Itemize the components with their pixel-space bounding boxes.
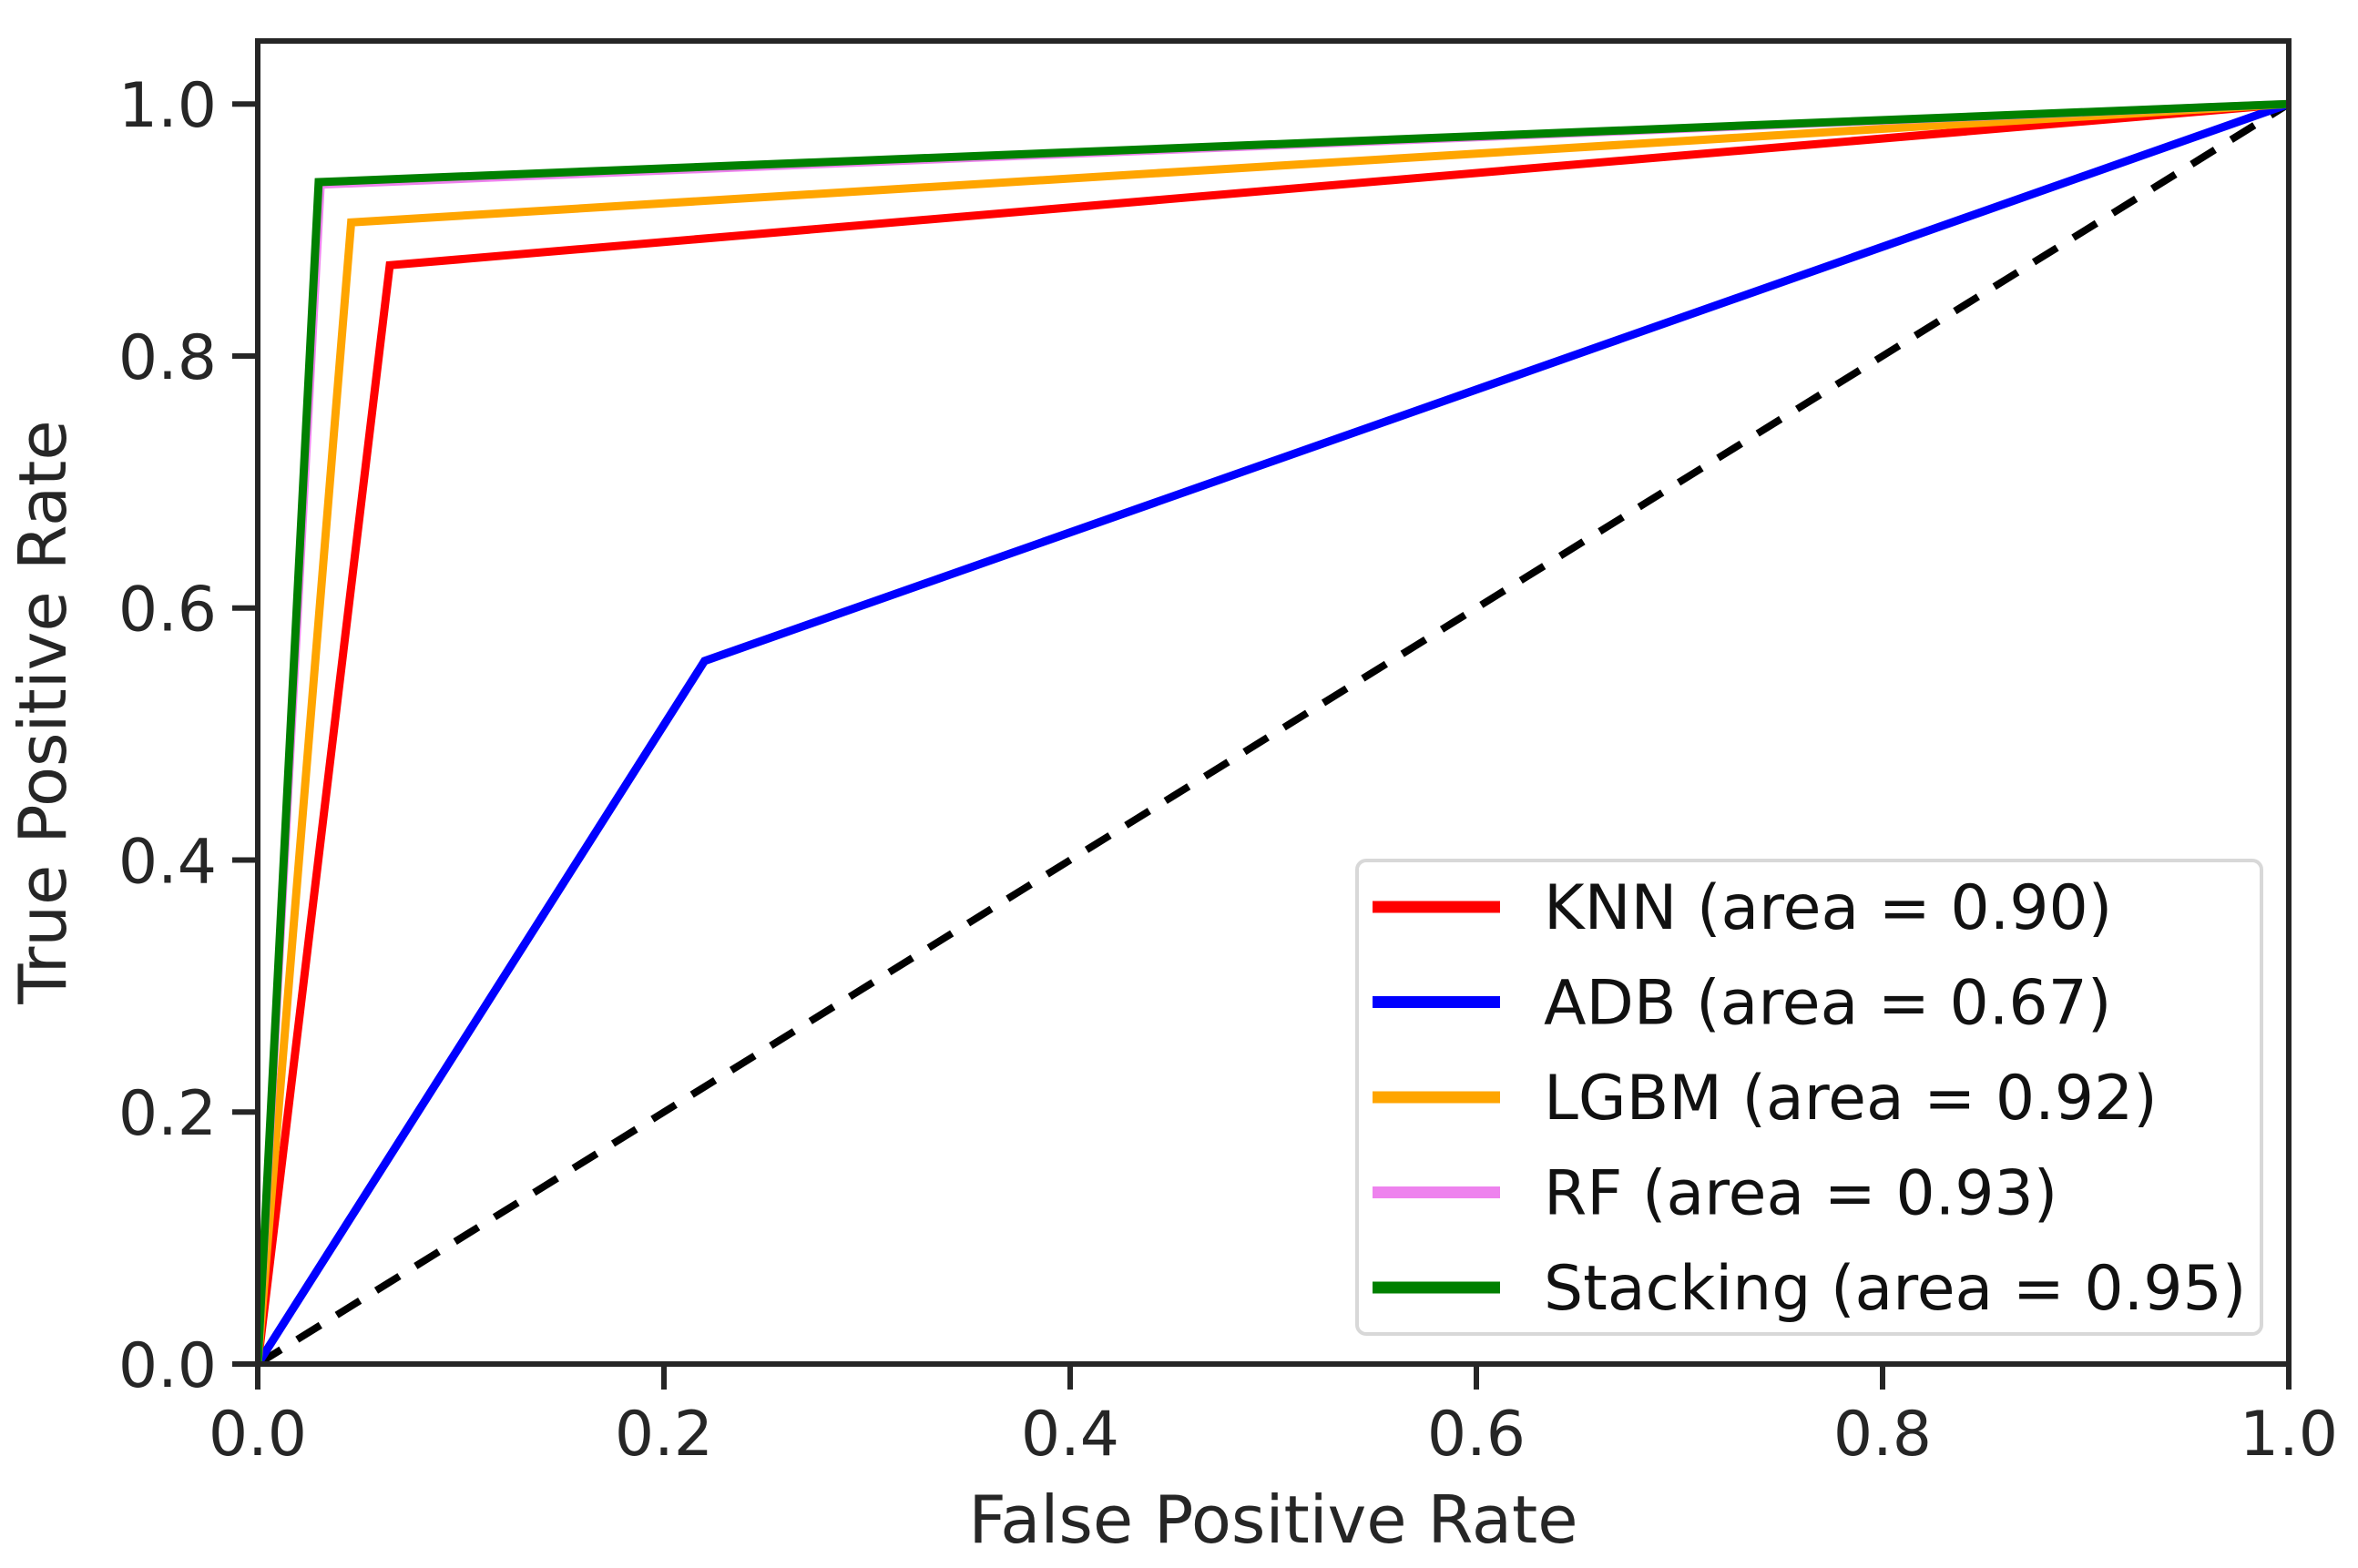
legend-label-rf: RF (area = 0.93) <box>1544 1158 2057 1230</box>
x-tick-label-0: 0.0 <box>209 1399 307 1471</box>
y-tick-label-0: 0.0 <box>118 1330 217 1402</box>
y-tick-label-1: 0.2 <box>118 1078 217 1150</box>
axes-spines <box>255 38 2292 1367</box>
x-axis-label: False Positive Rate <box>968 1481 1577 1558</box>
y-tick-label-3: 0.6 <box>118 575 217 647</box>
roc-curve-adb <box>258 99 2289 1364</box>
curves-layer <box>258 99 2289 1364</box>
legend-label-knn: KNN (area = 0.90) <box>1544 872 2112 944</box>
roc-curve-stacking <box>258 99 2289 1364</box>
axes-layer <box>255 38 2292 1367</box>
y-tick-label-5: 1.0 <box>118 70 217 142</box>
legend: KNN (area = 0.90) ADB (area = 0.67) LGBM (… <box>1355 859 2263 1336</box>
roc-curve-lgbm <box>258 99 2289 1364</box>
legend-box <box>1355 859 2263 1336</box>
ticks-layer: 0.0 0.2 0.4 0.6 0.8 1.0 0.0 0.2 0.4 0.6 0.8 1.0 <box>118 70 2338 1471</box>
y-tick-label-2: 0.4 <box>118 826 217 898</box>
y-axis-label: True Positive Rate <box>5 420 81 1004</box>
x-tick-label-3: 0.6 <box>1427 1399 1526 1471</box>
legend-label-adb: ADB (area = 0.67) <box>1544 968 2111 1040</box>
legend-label-lgbm: LGBM (area = 0.92) <box>1544 1063 2158 1135</box>
x-tick-label-2: 0.4 <box>1021 1399 1119 1471</box>
roc-curve-knn <box>258 99 2289 1364</box>
legend-label-stacking: Stacking (area = 0.95) <box>1544 1253 2246 1325</box>
y-tick-label-4: 0.8 <box>118 322 217 394</box>
x-tick-label-4: 0.8 <box>1833 1399 1932 1471</box>
chance-diagonal <box>258 100 2289 1364</box>
x-tick-label-1: 0.2 <box>615 1399 713 1471</box>
x-tick-label-5: 1.0 <box>2240 1399 2338 1471</box>
